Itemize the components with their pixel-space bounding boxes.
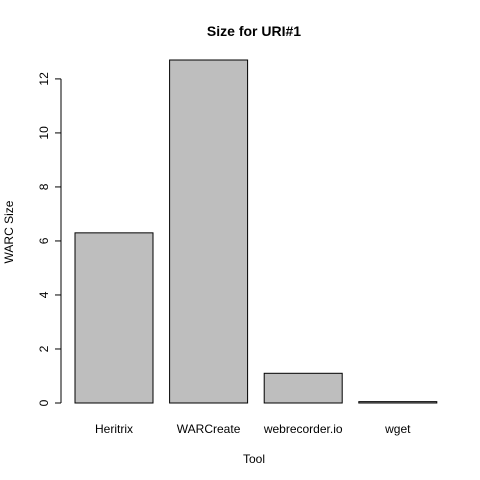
y-axis: 0 2 4 6 8 10 12 xyxy=(37,72,62,406)
bar-warcreate xyxy=(169,59,249,404)
x-axis-label: Tool xyxy=(243,452,265,466)
y-axis-tick-label: 8 xyxy=(37,183,51,190)
x-axis-tick-label: wget xyxy=(384,422,411,436)
y-axis-tick-label: 4 xyxy=(37,291,51,298)
x-axis-tick-label: WARCreate xyxy=(177,422,241,436)
bar-webrecorder-io xyxy=(263,372,343,404)
y-axis-tick-label: 2 xyxy=(37,345,51,352)
chart-title: Size for URI#1 xyxy=(207,23,301,39)
y-axis-tick-label: 6 xyxy=(37,237,51,244)
bars xyxy=(74,59,438,404)
y-axis-tick-label: 10 xyxy=(37,126,51,140)
x-axis-tick-label: Heritrix xyxy=(95,422,133,436)
x-axis-tick-labels: Heritrix WARCreate webrecorder.io wget xyxy=(95,422,411,436)
bar-wget xyxy=(358,401,438,404)
x-axis-tick-label: webrecorder.io xyxy=(263,422,343,436)
y-axis-tick-label: 12 xyxy=(37,72,51,86)
y-axis-label: WARC Size xyxy=(2,200,16,263)
bar-heritrix xyxy=(74,232,154,404)
y-axis-tick-label: 0 xyxy=(37,399,51,406)
